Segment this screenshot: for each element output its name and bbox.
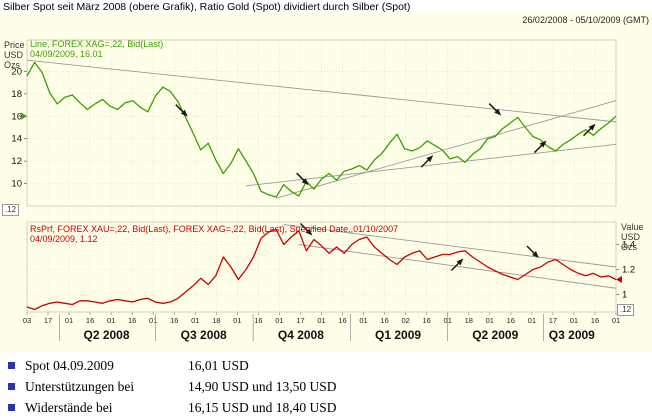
annotation-arrowhead bbox=[494, 108, 502, 116]
quarter-label: Q1 2009 bbox=[375, 328, 421, 342]
upper-decimal-badge: .12 bbox=[2, 204, 20, 216]
summary-value: 14,90 USD und 13,50 USD bbox=[188, 378, 337, 394]
x-tick-label: 01 bbox=[65, 316, 73, 325]
trendline bbox=[298, 244, 617, 289]
x-tick-label: 01 bbox=[317, 316, 325, 325]
annotation-arrowhead bbox=[301, 178, 309, 186]
x-tick-label: 16 bbox=[86, 316, 94, 325]
silver-spot-series-line bbox=[26, 61, 617, 198]
x-tick-label: 01 bbox=[149, 316, 157, 325]
gold-silver-ratio-series-line bbox=[26, 228, 617, 311]
panel-border bbox=[26, 39, 617, 207]
annotation-arrowhead bbox=[180, 109, 188, 117]
annotation-arrowhead bbox=[426, 155, 434, 163]
annotation-arrowhead bbox=[588, 123, 596, 131]
y-tick-label: 14 bbox=[11, 134, 22, 145]
summary-row: Widerstände bei 16,15 USD und 18,40 USD bbox=[0, 397, 652, 418]
lower-legend-series: RsPrf, FOREX XAU=,22, Bid(Last), FOREX X… bbox=[30, 224, 399, 234]
x-tick-label: 01 bbox=[191, 316, 199, 325]
summary-section: Spot 04.09.2009 16,01 USD Unterstützunge… bbox=[0, 352, 652, 419]
x-tick-label: 18 bbox=[212, 316, 220, 325]
trendline bbox=[26, 59, 617, 123]
summary-row: Spot 04.09.2009 16,01 USD bbox=[0, 355, 652, 376]
upper-legend-last: 04/09/2009, 16.01 bbox=[30, 49, 103, 59]
lower-axis-title-line: USD bbox=[621, 232, 641, 242]
x-tick-label: 16 bbox=[507, 316, 515, 325]
x-tick-label: 16 bbox=[128, 316, 136, 325]
annotation-arrowhead bbox=[305, 228, 313, 236]
x-tick-label: 01 bbox=[612, 316, 620, 325]
summary-label: Widerstände bei bbox=[25, 399, 113, 415]
lower-axis-title: Value USD Ozs bbox=[621, 222, 643, 252]
date-range-label: 26/02/2008 - 05/10/2009 (GMT) bbox=[522, 15, 649, 25]
x-tick-label: 16 bbox=[423, 316, 431, 325]
x-tick-label: 16 bbox=[338, 316, 346, 325]
x-tick-label: 16 bbox=[254, 316, 262, 325]
x-tick-label: 17 bbox=[549, 316, 557, 325]
upper-axis-title-line: USD bbox=[4, 50, 24, 60]
annotation-arrowhead bbox=[532, 251, 539, 258]
trendline bbox=[245, 143, 617, 187]
page-title: Silber Spot seit März 2008 (obere Grafik… bbox=[0, 0, 652, 15]
chart-region: 03 17 01 16 01 16 01 16 01 18 01 16 01 17 01 16 01 16 02 16… bbox=[0, 14, 652, 352]
upper-legend-series: Line, FOREX XAG=,22, Bid(Last) bbox=[30, 39, 164, 49]
x-tick-label: 02 bbox=[401, 316, 409, 325]
x-tick-label: 18 bbox=[465, 316, 473, 325]
bullet-icon bbox=[8, 362, 15, 369]
lower-legend: RsPrf, FOREX XAU=,22, Bid(Last), FOREX X… bbox=[30, 224, 398, 244]
upper-axis-title-line: Ozs bbox=[4, 60, 21, 70]
x-tick-label: 01 bbox=[359, 316, 367, 325]
upper-axis-title: Price USD Ozs bbox=[4, 40, 25, 70]
x-tick-label: 17 bbox=[296, 316, 304, 325]
summary-label: Unterstützungen bei bbox=[25, 378, 135, 394]
x-tick-label: 01 bbox=[570, 316, 578, 325]
summary-value: 16,15 USD und 18,40 USD bbox=[188, 399, 337, 415]
y-tick-label: 1 bbox=[622, 290, 627, 301]
x-tick-label: 16 bbox=[591, 316, 599, 325]
summary-value: 16,01 USD bbox=[188, 357, 249, 373]
x-tick-label: 01 bbox=[275, 316, 283, 325]
bullet-icon bbox=[8, 383, 15, 390]
quarter-label: Q4 2008 bbox=[278, 328, 324, 342]
lower-decimal-badge: .12 bbox=[617, 304, 635, 316]
x-tick-label: 03 bbox=[23, 316, 31, 325]
last-value-marker bbox=[616, 276, 622, 283]
x-tick-label: 01 bbox=[528, 316, 536, 325]
summary-row: Unterstützungen bei 14,90 USD und 13,50 … bbox=[0, 376, 652, 397]
lower-axis-title-line: Ozs bbox=[621, 242, 638, 252]
x-tick-label: 01 bbox=[233, 316, 241, 325]
price-ratio-chart: 03 17 01 16 01 16 01 16 01 18 01 16 01 17 01 16 01 16 02 16… bbox=[11, 39, 635, 342]
quarter-label: Q2 2008 bbox=[83, 328, 129, 342]
x-tick-label: 17 bbox=[44, 316, 52, 325]
upper-axis-title-line: Price bbox=[4, 40, 25, 50]
quarter-label: Q3 2008 bbox=[181, 328, 227, 342]
upper-legend: Line, FOREX XAG=,22, Bid(Last) 04/09/200… bbox=[30, 39, 163, 59]
lower-axis-title-line: Value bbox=[621, 222, 644, 232]
quarter-label: Q2 2009 bbox=[472, 328, 518, 342]
y-tick-label: 20 bbox=[11, 66, 22, 77]
lower-legend-last: 04/09/2009, 1.12 bbox=[30, 234, 98, 244]
quarter-label: Q3 2009 bbox=[549, 328, 595, 342]
y-tick-label: 1.4 bbox=[622, 240, 635, 251]
y-tick-label: 18 bbox=[11, 89, 22, 100]
annotation-arrowhead bbox=[539, 140, 547, 148]
y-tick-label: 10 bbox=[11, 179, 22, 190]
x-tick-label: 01 bbox=[486, 316, 494, 325]
trendline bbox=[283, 224, 617, 268]
y-tick-label: 1.2 bbox=[622, 265, 635, 276]
last-value-marker bbox=[21, 112, 27, 120]
summary-label: Spot 04.09.2009 bbox=[25, 357, 114, 373]
x-tick-label: 16 bbox=[380, 316, 388, 325]
y-tick-label: 16 bbox=[11, 111, 22, 122]
bullet-icon bbox=[8, 404, 15, 411]
annotation-arrowhead bbox=[456, 258, 464, 266]
y-tick-label: 12 bbox=[11, 156, 22, 167]
trendline bbox=[276, 100, 617, 199]
x-tick-label: 16 bbox=[170, 316, 178, 325]
x-tick-label: 01 bbox=[107, 316, 115, 325]
